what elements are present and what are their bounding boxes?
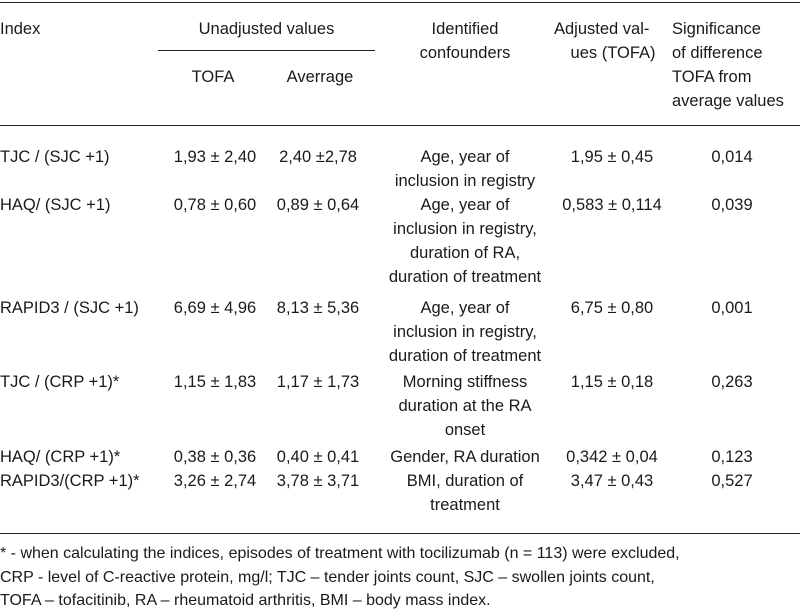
header-confounders-l2: confounders bbox=[419, 44, 511, 62]
row-3-adjusted: 6,75 ± 0,80 bbox=[570, 299, 654, 317]
row-1-index: TJC / (SJC +1) bbox=[0, 148, 110, 166]
row-6-index: RAPID3/(CRP +1)* bbox=[0, 472, 140, 490]
row-3-average: 8,13 ± 5,36 bbox=[276, 299, 360, 317]
header-average: Averrage bbox=[286, 68, 354, 86]
row-3-significance: 0,001 bbox=[711, 299, 753, 317]
row-1-adjusted: 1,95 ± 0,45 bbox=[570, 148, 654, 166]
row-4-confounders-l1: Morning stiffness bbox=[402, 373, 528, 391]
row-6-average: 3,78 ± 3,71 bbox=[276, 472, 360, 490]
top-rule bbox=[0, 2, 800, 3]
footnote-line-1: * - when calculating the indices, episod… bbox=[0, 545, 680, 562]
header-significance-l2: of difference bbox=[672, 44, 763, 62]
row-2-adjusted: 0,583 ± 0,114 bbox=[562, 196, 662, 214]
row-2-confounders-l2: inclusion in registry, bbox=[393, 220, 537, 238]
row-4-average: 1,17 ± 1,73 bbox=[276, 373, 360, 391]
row-1-significance: 0,014 bbox=[711, 148, 753, 166]
header-significance-l4: average values bbox=[672, 92, 784, 110]
header-confounders-l1: Identified bbox=[431, 20, 499, 38]
row-1-tofa: 1,93 ± 2,40 bbox=[173, 148, 257, 166]
unadjusted-underline bbox=[158, 50, 375, 51]
row-2-confounders-l4: duration of treatment bbox=[388, 268, 542, 286]
row-4-index: TJC / (CRP +1)* bbox=[0, 373, 120, 391]
row-2-confounders-l1: Age, year of bbox=[420, 196, 510, 214]
row-5-significance: 0,123 bbox=[711, 448, 753, 466]
table-bottom-rule bbox=[0, 533, 800, 534]
header-bottom-rule bbox=[0, 125, 800, 126]
footnote-line-2: CRP - level of C-reactive protein, mg/l;… bbox=[0, 568, 655, 586]
table-footnote: * - when calculating the indices, episod… bbox=[0, 542, 800, 613]
row-3-tofa: 6,69 ± 4,96 bbox=[173, 299, 257, 317]
row-5-adjusted: 0,342 ± 0,04 bbox=[566, 448, 658, 466]
row-5-tofa: 0,38 ± 0,36 bbox=[173, 448, 257, 466]
header-significance-l3: TOFA from bbox=[672, 68, 752, 86]
row-5-index: HAQ/ (CRP +1)* bbox=[0, 448, 121, 466]
row-6-adjusted: 3,47 ± 0,43 bbox=[570, 472, 654, 490]
row-1-confounders-l1: Age, year of bbox=[420, 148, 510, 166]
row-4-confounders-l2: duration at the RA bbox=[398, 397, 532, 415]
header-significance-l1: Significance bbox=[672, 20, 761, 38]
row-2-significance: 0,039 bbox=[711, 196, 753, 214]
header-unadjusted: Unadjusted values bbox=[198, 20, 335, 38]
row-3-confounders-l3: duration of treatment bbox=[388, 347, 542, 365]
header-adjusted-l1: Adjusted val- bbox=[554, 20, 650, 38]
row-2-tofa: 0,78 ± 0,60 bbox=[173, 196, 257, 214]
footnote-line-3: TOFA – tofacitinib, RA – rheumatoid arth… bbox=[0, 592, 491, 609]
row-1-average: 2,40 ±2,78 bbox=[279, 148, 357, 166]
row-2-average: 0,89 ± 0,64 bbox=[276, 196, 360, 214]
header-index: Index bbox=[0, 20, 41, 38]
row-6-confounders-l1: BMI, duration of bbox=[406, 472, 524, 490]
header-adjusted-l2: ues (TOFA) bbox=[570, 44, 656, 62]
row-2-index: HAQ/ (SJC +1) bbox=[0, 196, 111, 214]
header-tofa: TOFA bbox=[191, 68, 235, 86]
row-5-confounders-l1: Gender, RA duration bbox=[390, 448, 540, 466]
row-4-confounders-l3: onset bbox=[444, 421, 486, 439]
row-3-confounders-l1: Age, year of bbox=[420, 299, 510, 317]
row-6-significance: 0,527 bbox=[711, 472, 753, 490]
row-2-confounders-l3: duration of RA, bbox=[409, 244, 521, 262]
row-4-adjusted: 1,15 ± 0,18 bbox=[570, 373, 654, 391]
row-4-tofa: 1,15 ± 1,83 bbox=[173, 373, 257, 391]
row-1-confounders-l2: inclusion in registry bbox=[394, 172, 536, 190]
row-3-confounders-l2: inclusion in registry, bbox=[393, 323, 537, 341]
row-3-index: RAPID3 / (SJC +1) bbox=[0, 299, 139, 317]
row-5-average: 0,40 ± 0,41 bbox=[276, 448, 360, 466]
row-6-tofa: 3,26 ± 2,74 bbox=[173, 472, 257, 490]
row-4-significance: 0,263 bbox=[711, 373, 753, 391]
row-6-confounders-l2: treatment bbox=[430, 496, 500, 514]
